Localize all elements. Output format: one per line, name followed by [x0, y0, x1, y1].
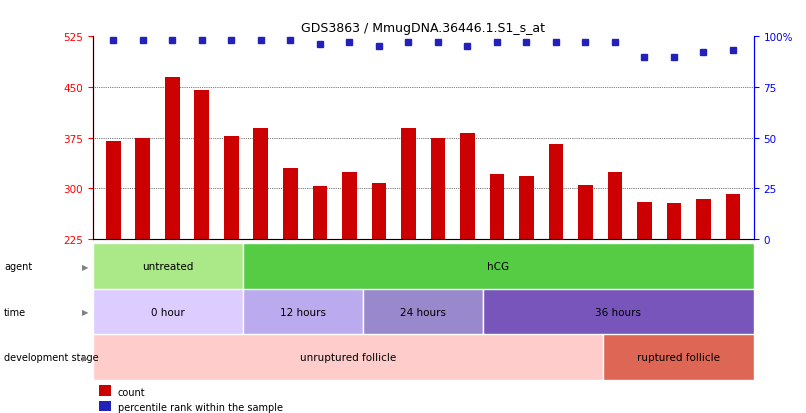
Bar	[99, 386, 111, 396]
Text: 12 hours: 12 hours	[280, 307, 326, 317]
Bar	[283, 169, 297, 240]
Text: ▶: ▶	[82, 307, 89, 316]
Bar	[224, 136, 239, 240]
Bar	[549, 145, 563, 240]
Bar	[93, 244, 243, 289]
Bar	[165, 78, 180, 240]
Bar	[93, 289, 243, 335]
Text: agent: agent	[4, 261, 32, 271]
Text: ▶: ▶	[82, 353, 89, 362]
Bar	[696, 199, 711, 240]
Text: hCG: hCG	[487, 261, 509, 271]
Bar	[608, 172, 622, 240]
Bar	[460, 134, 475, 240]
Bar	[194, 91, 210, 240]
Text: untreated: untreated	[142, 261, 193, 271]
Text: 0 hour: 0 hour	[151, 307, 185, 317]
Bar	[243, 244, 754, 289]
Text: count: count	[118, 387, 145, 397]
Title: GDS3863 / MmugDNA.36446.1.S1_s_at: GDS3863 / MmugDNA.36446.1.S1_s_at	[301, 21, 545, 35]
Bar	[254, 128, 268, 240]
Text: 36 hours: 36 hours	[596, 307, 642, 317]
Bar	[363, 289, 484, 335]
Bar	[519, 177, 534, 240]
Bar	[342, 172, 357, 240]
Text: time: time	[4, 307, 26, 317]
Bar	[578, 185, 592, 240]
Text: percentile rank within the sample: percentile rank within the sample	[118, 402, 283, 412]
Bar	[106, 142, 121, 240]
Bar	[604, 335, 754, 380]
Bar	[243, 289, 363, 335]
Bar	[401, 128, 416, 240]
Text: unruptured follicle: unruptured follicle	[300, 352, 397, 362]
Bar	[313, 187, 327, 240]
Text: ruptured follicle: ruptured follicle	[637, 352, 720, 362]
Bar	[725, 195, 741, 240]
Bar	[430, 138, 445, 240]
Bar	[637, 202, 652, 240]
Text: development stage: development stage	[4, 352, 98, 362]
Bar	[93, 335, 604, 380]
Bar	[489, 174, 505, 240]
Bar	[484, 289, 754, 335]
Text: 24 hours: 24 hours	[400, 307, 447, 317]
Text: ▶: ▶	[82, 262, 89, 271]
Bar	[99, 401, 111, 411]
Bar	[372, 183, 386, 240]
Bar	[135, 138, 150, 240]
Bar	[667, 204, 681, 240]
